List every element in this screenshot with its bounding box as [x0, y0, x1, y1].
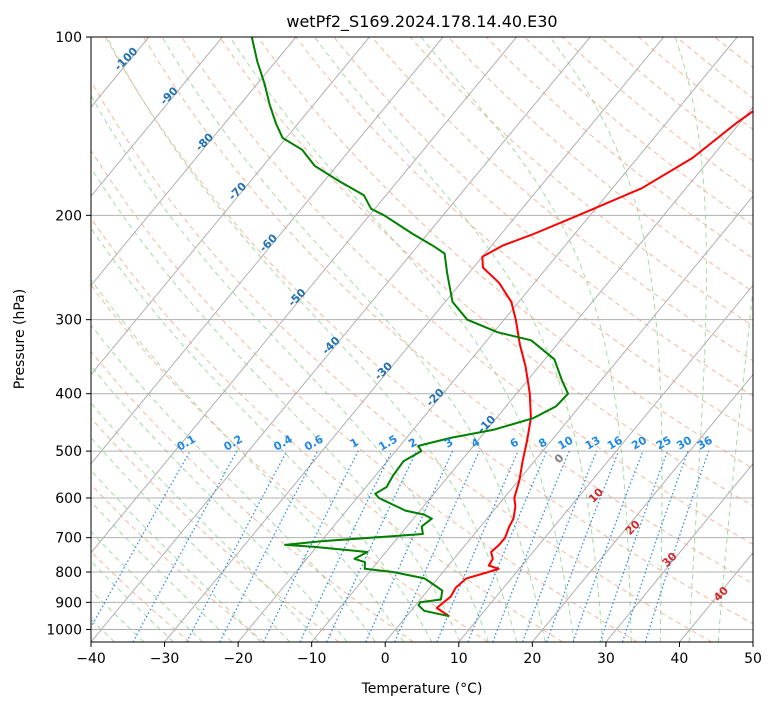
- dry-adiabat-line: [181, 37, 753, 545]
- x-tick-label: −20: [223, 651, 253, 667]
- moist-adiabat-line: [106, 37, 518, 642]
- moist-adiabat-line: [91, 469, 262, 642]
- dry-adiabat-line: [91, 284, 489, 642]
- moist-adiabat-line: [161, 37, 546, 642]
- x-tick-label: 20: [523, 651, 541, 667]
- isotherm-line: [458, 284, 753, 642]
- dry-adiabat-line: [91, 149, 638, 642]
- dry-adiabat-line: [295, 37, 753, 433]
- dry-adiabat-line: [91, 550, 191, 642]
- isotherm-line: [384, 195, 753, 642]
- moist-adiabats: [91, 37, 753, 642]
- y-tick-label: 600: [55, 491, 82, 507]
- mixing-ratio-line: [262, 450, 359, 642]
- isotherm-line: [164, 37, 665, 642]
- moist-adiabat-line: [420, 37, 632, 642]
- mixing-ratio-line: [622, 450, 689, 642]
- dry-adiabat-line: [105, 37, 753, 625]
- isotherm-line: [91, 37, 591, 642]
- dewpoint-line: [250, 37, 569, 618]
- mixing-ratio-line: [132, 450, 238, 642]
- moist-adiabat-line: [91, 500, 233, 642]
- moist-adiabat-line: [314, 37, 603, 642]
- y-tick-label: 1000: [46, 622, 82, 638]
- chart-title: wetPf2_S169.2024.178.14.40.E30: [286, 12, 557, 32]
- x-axis-ticks: −40 −30 −20 −10 0 10 20 30 40 50: [76, 642, 762, 667]
- x-tick-label: −10: [297, 651, 327, 667]
- y-tick-label: 800: [55, 565, 82, 581]
- y-tick-label: 100: [55, 30, 82, 46]
- isotherm-line: [91, 37, 223, 197]
- dry-adiabat-line: [333, 37, 753, 397]
- y-tick-label: 900: [55, 595, 82, 611]
- y-tick-label: 500: [55, 444, 82, 460]
- x-tick-label: 10: [450, 651, 468, 667]
- moist-adiabat-line: [91, 531, 204, 642]
- isotherm-line: [91, 37, 444, 465]
- mixing-ratio-line: [599, 450, 669, 642]
- isotherm-line: [91, 37, 297, 287]
- x-tick-label: −30: [150, 651, 180, 667]
- dry-adiabat-line: [219, 37, 753, 507]
- isotherm-line: [605, 462, 753, 642]
- mixing-ratio-line: [572, 450, 644, 642]
- y-tick-label: 400: [55, 387, 82, 403]
- y-tick-label: 300: [55, 313, 82, 329]
- mixing-ratio-lines: [91, 450, 710, 642]
- mixing-ratio-line: [467, 450, 548, 642]
- dry-adiabat-line: [91, 217, 563, 642]
- x-tick-label: 30: [597, 651, 615, 667]
- moist-adiabat-line: [549, 37, 663, 642]
- moist-adiabat-line: [91, 324, 376, 642]
- isotherm-line: [91, 37, 517, 554]
- y-tick-label: 700: [55, 531, 82, 547]
- x-tick-label: 40: [671, 651, 689, 667]
- dry-adiabats: [91, 37, 753, 642]
- mixing-ratio-line: [91, 450, 191, 629]
- isotherm-line: [531, 373, 753, 642]
- y-tick-label: 200: [55, 208, 82, 224]
- mixing-ratio-line: [521, 450, 598, 642]
- plot-area: -100-90-80-70-60-50-40-30-20-10 01020304…: [91, 37, 753, 642]
- mixing-ratio-line: [436, 450, 519, 642]
- sounding-series: [250, 37, 753, 618]
- dry-adiabat-line: [409, 37, 753, 327]
- moist-adiabat-line: [91, 227, 433, 642]
- mixing-ratio-line: [394, 450, 480, 642]
- x-tick-label: 0: [381, 651, 390, 667]
- temperature-line: [435, 110, 753, 618]
- moist-adiabat-line: [91, 279, 405, 642]
- y-axis-title: Pressure (hPa): [12, 289, 28, 389]
- mixing-ratio-line: [186, 450, 288, 642]
- mixing-ratio-line: [546, 450, 620, 642]
- x-tick-label: 50: [744, 651, 762, 667]
- dry-adiabat-line: [91, 483, 265, 642]
- moist-adiabat-line: [674, 37, 707, 642]
- y-axis-ticks: 100 200 300 400 500 600 700 800 900 1000: [46, 30, 91, 638]
- moist-adiabat-line: [91, 365, 348, 642]
- moist-adiabat-line: [717, 284, 753, 642]
- isotherm-line: [311, 106, 753, 642]
- mixing-ratio-line: [492, 450, 570, 642]
- x-axis-title: Temperature (°C): [361, 681, 483, 697]
- mixing-ratio-line: [644, 450, 710, 642]
- plot-frame: [90, 36, 754, 643]
- dry-adiabat-line: [143, 37, 753, 585]
- x-tick-label: −40: [76, 651, 106, 667]
- moist-adiabat-line: [91, 94, 489, 642]
- dry-adiabat-line: [91, 80, 713, 642]
- isotherm-line: [91, 37, 370, 376]
